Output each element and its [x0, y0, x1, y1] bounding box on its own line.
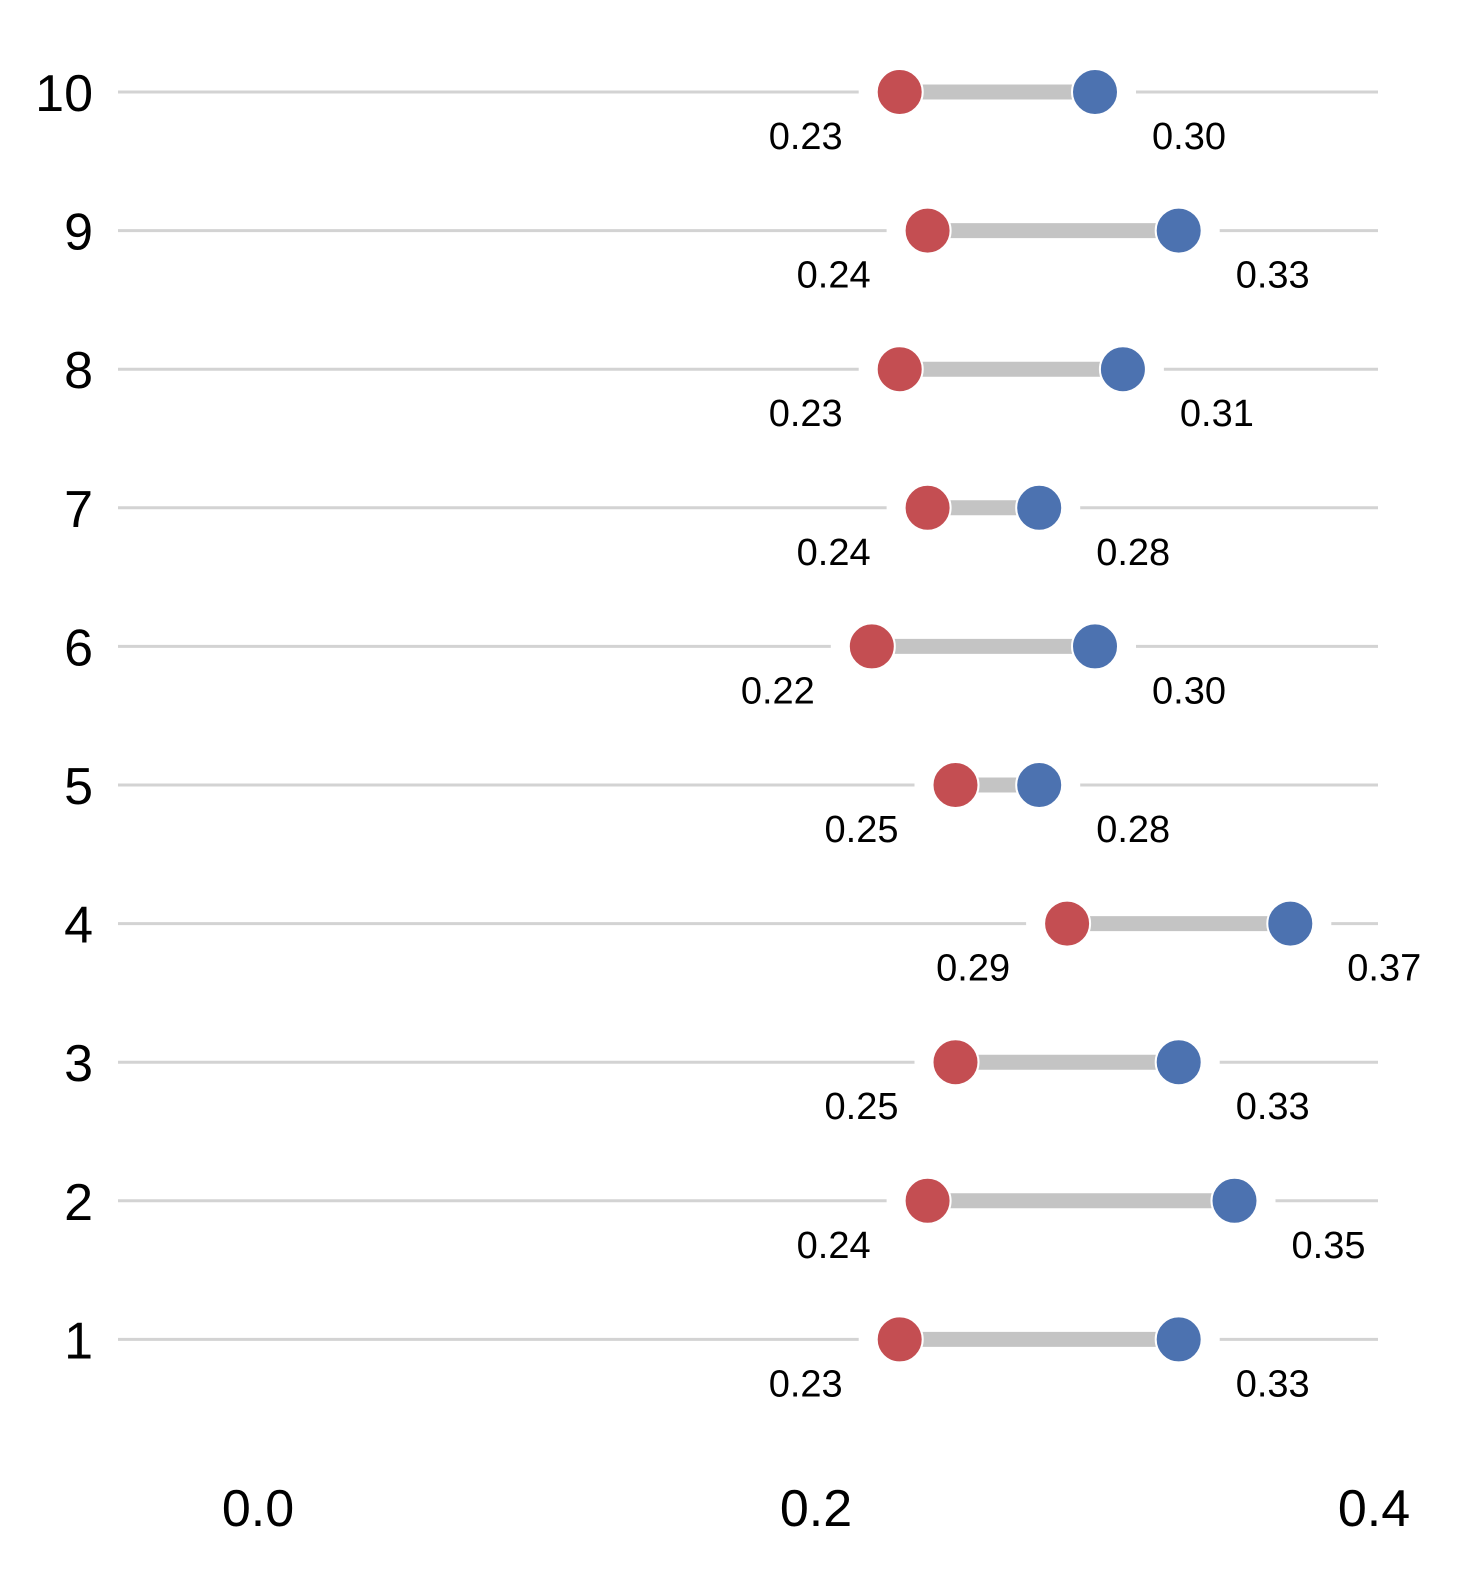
low-dot-7	[903, 483, 952, 532]
high-dot-7	[1015, 483, 1064, 532]
low-dot-4	[1043, 899, 1092, 948]
row-label-10: 10	[35, 65, 93, 123]
high-value-label-9: 0.33	[1236, 255, 1310, 297]
low-dot-1	[875, 1315, 924, 1364]
value-labels: 0.23 0.30 0.24 0.33 0.23 0.31 0.24 0.28 0.22 0.30…	[741, 116, 1421, 1405]
low-value-label-10: 0.23	[769, 116, 843, 158]
low-dot-8	[875, 345, 924, 394]
x-axis: 0.0 0.2 0.4	[222, 1480, 1410, 1538]
low-value-label-7: 0.24	[797, 532, 871, 574]
low-dot-10	[875, 68, 924, 116]
row-label-7: 7	[64, 481, 93, 539]
high-dot-6	[1071, 622, 1119, 671]
row-label-8: 8	[64, 342, 93, 400]
dots	[847, 68, 1315, 1364]
low-value-label-5: 0.25	[825, 809, 899, 851]
high-dot-9	[1154, 206, 1203, 255]
row-label-3: 3	[64, 1035, 93, 1093]
low-dot-9	[903, 206, 952, 255]
low-value-label-8: 0.23	[769, 393, 843, 435]
row-labels: 10 9 8 7 6 5 4 3 2 1	[35, 65, 93, 1370]
high-dot-4	[1266, 899, 1315, 948]
high-value-label-4: 0.37	[1347, 948, 1421, 990]
high-value-label-1: 0.33	[1236, 1363, 1310, 1405]
low-value-label-3: 0.25	[825, 1086, 899, 1128]
low-value-label-1: 0.23	[769, 1363, 843, 1405]
high-dot-2	[1210, 1176, 1259, 1225]
row-label-1: 1	[64, 1312, 93, 1370]
high-value-label-3: 0.33	[1236, 1086, 1310, 1128]
high-dot-10	[1071, 68, 1119, 116]
low-value-label-4: 0.29	[936, 948, 1010, 990]
high-value-label-6: 0.30	[1152, 670, 1226, 712]
high-dot-8	[1098, 345, 1147, 394]
low-value-label-2: 0.24	[797, 1225, 871, 1267]
row-label-5: 5	[64, 758, 93, 816]
gridlines	[118, 90, 1378, 1341]
high-value-label-2: 0.35	[1292, 1225, 1366, 1267]
row-label-2: 2	[64, 1174, 93, 1232]
low-dot-3	[931, 1038, 980, 1087]
x-tick-label: 0.0	[222, 1480, 294, 1538]
low-dot-2	[903, 1176, 952, 1225]
row-label-9: 9	[64, 204, 93, 262]
high-value-label-7: 0.28	[1096, 532, 1170, 574]
row-label-6: 6	[64, 619, 93, 677]
x-tick-label: 0.4	[1338, 1480, 1410, 1538]
high-value-label-8: 0.31	[1180, 393, 1254, 435]
high-value-label-10: 0.30	[1152, 116, 1226, 158]
high-dot-1	[1154, 1315, 1203, 1364]
high-dot-5	[1015, 761, 1064, 809]
low-dot-6	[847, 622, 896, 671]
high-value-label-5: 0.28	[1096, 809, 1170, 851]
row-label-4: 4	[64, 897, 93, 955]
low-dot-5	[931, 761, 980, 809]
low-value-label-9: 0.24	[797, 255, 871, 297]
low-value-label-6: 0.22	[741, 670, 815, 712]
x-tick-label: 0.2	[780, 1480, 852, 1538]
connectors	[871, 84, 1291, 1347]
high-dot-3	[1154, 1038, 1203, 1087]
